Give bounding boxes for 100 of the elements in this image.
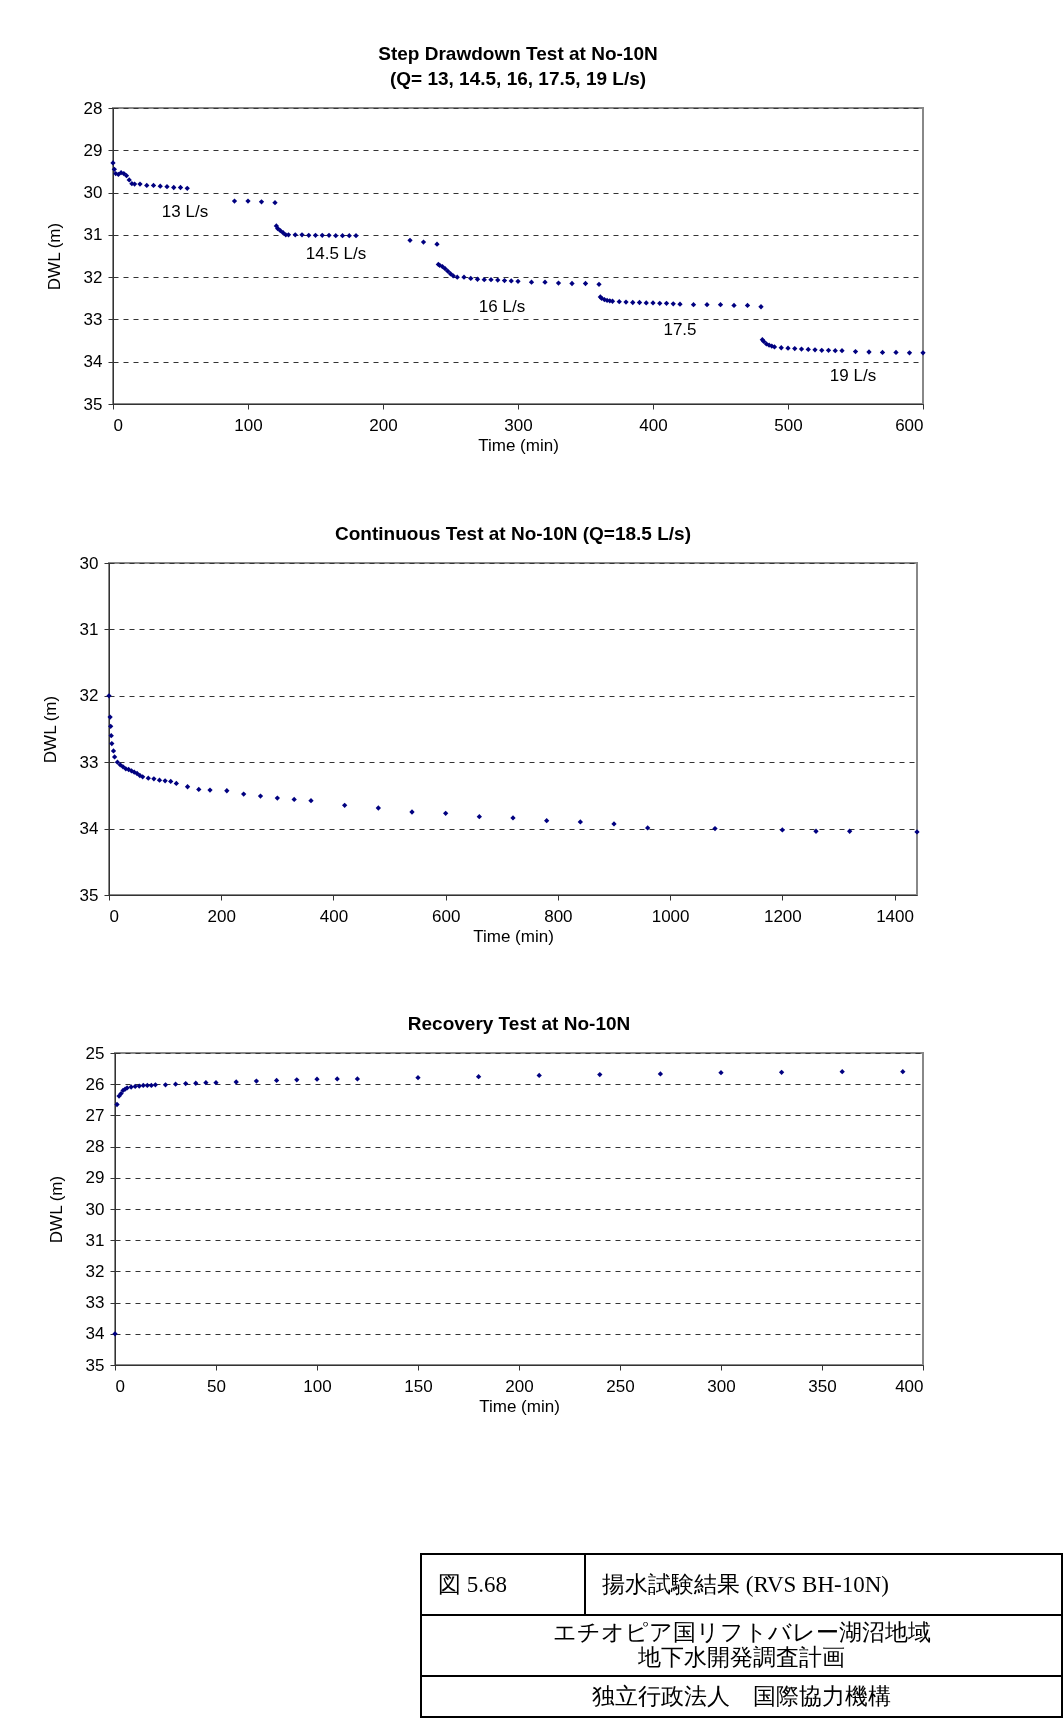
annotation: 14.5 L/s	[305, 244, 367, 263]
y-tick-label: 30	[79, 553, 99, 573]
x-axis-title: Time (min)	[479, 1396, 560, 1416]
x-tick-label: 250	[606, 1376, 635, 1396]
point	[110, 748, 117, 754]
x-tick-label: 400	[895, 1376, 924, 1396]
x-tick-label: 600	[895, 415, 924, 435]
y-tick-label: 35	[83, 394, 103, 414]
point	[253, 1078, 260, 1084]
y-tick-label: 32	[79, 686, 99, 706]
x-tick-label: 200	[369, 415, 398, 435]
y-tick-label: 31	[79, 619, 99, 639]
point	[657, 1071, 664, 1077]
x-tick-label: 300	[707, 1376, 736, 1396]
point	[294, 1077, 300, 1083]
point	[114, 759, 121, 765]
point	[291, 796, 297, 803]
x-tick-label: 1000	[651, 906, 690, 926]
point	[168, 778, 174, 785]
x-tick-label: 0	[109, 906, 119, 926]
point	[184, 784, 191, 790]
point	[114, 1101, 120, 1108]
point	[145, 775, 151, 781]
y-tick-label: 31	[83, 225, 103, 245]
point	[779, 827, 785, 833]
point	[273, 1077, 280, 1084]
point	[109, 740, 115, 747]
point	[140, 774, 146, 780]
point	[354, 1076, 361, 1082]
point	[172, 1081, 179, 1087]
x-tick-label: 100	[234, 415, 263, 435]
point	[847, 828, 853, 834]
x-tick-label: 400	[639, 415, 668, 435]
y-tick-label: 33	[85, 1293, 105, 1313]
y-tick-label: 28	[83, 98, 103, 118]
y-tick-label: 26	[85, 1074, 105, 1094]
chart-title: Step Drawdown Test at No-10N	[378, 43, 658, 64]
y-tick-label: 33	[83, 309, 103, 329]
point	[900, 1069, 906, 1075]
chart-title: Continuous Test at No-10N (Q=18.5 L/s)	[335, 523, 691, 544]
x-tick-label: 150	[404, 1376, 433, 1396]
y-tick-label: 29	[83, 140, 103, 160]
y-tick-label: 28	[85, 1137, 105, 1157]
point	[839, 1069, 845, 1075]
text: エチオピア国リフトバレー湖沼地域	[552, 1620, 931, 1645]
point	[162, 1082, 169, 1088]
point	[476, 814, 482, 820]
point	[257, 793, 264, 799]
point	[274, 795, 280, 801]
x-tick-label: 0	[113, 415, 123, 435]
x-tick-label: 100	[303, 1376, 332, 1396]
x-tick-label: 400	[319, 906, 349, 926]
x-tick-label: 1200	[763, 906, 802, 926]
point	[111, 754, 118, 760]
y-tick-label: 30	[83, 183, 103, 203]
point	[173, 780, 179, 787]
point	[443, 810, 449, 816]
chart-title: Recovery Test at No-10N	[407, 1013, 631, 1034]
point	[544, 817, 550, 824]
point	[577, 819, 583, 825]
x-tick-label: 500	[774, 415, 803, 435]
y-tick-label: 34	[79, 819, 99, 839]
y-axis-title: DWL (m)	[46, 1175, 66, 1244]
text: 揚水試験結果 (RVS BH-10N)	[585, 1554, 1062, 1615]
x-tick-label: 0	[115, 1376, 125, 1396]
x-tick-label: 1400	[876, 906, 914, 926]
text: 地下水開発調査計画	[638, 1645, 845, 1671]
y-tick-label: 32	[83, 267, 103, 287]
x-tick-label: 350	[808, 1376, 837, 1396]
point	[108, 732, 114, 739]
point	[342, 802, 348, 809]
point	[645, 825, 651, 831]
point	[196, 786, 202, 793]
text: 独立行政法人 国際協力機構	[421, 1675, 1062, 1717]
y-tick-label: 33	[79, 752, 99, 772]
chart-subtitle: (Q= 13, 14.5, 16, 17.5, 19 L/s)	[389, 68, 647, 89]
y-tick-label: 35	[85, 1355, 105, 1375]
y-axis-title: DWL (m)	[40, 695, 60, 764]
y-tick-label: 29	[85, 1168, 105, 1188]
x-axis-title: Time (min)	[478, 435, 559, 455]
x-tick-label: 600	[431, 906, 461, 926]
point	[475, 1074, 482, 1080]
point	[224, 788, 230, 794]
x-tick-label: 200	[207, 906, 236, 926]
annotation: 16 L/s	[478, 297, 526, 316]
point	[778, 1069, 785, 1075]
y-tick-label: 32	[85, 1261, 105, 1281]
caption: 図 5.68	[421, 1554, 585, 1615]
annotation: 17.5	[663, 320, 697, 339]
x-tick-label: 800	[544, 906, 573, 926]
y-tick-label: 35	[79, 885, 99, 905]
x-tick-label: 300	[504, 415, 533, 435]
y-tick-label: 27	[85, 1105, 105, 1125]
annotation: 19 L/s	[829, 366, 877, 385]
y-tick-label: 31	[85, 1230, 105, 1250]
point	[203, 1079, 209, 1086]
point	[156, 777, 163, 783]
point	[718, 1070, 724, 1076]
y-tick-label: 25	[85, 1043, 105, 1063]
y-axis-title: DWL (m)	[44, 222, 64, 291]
